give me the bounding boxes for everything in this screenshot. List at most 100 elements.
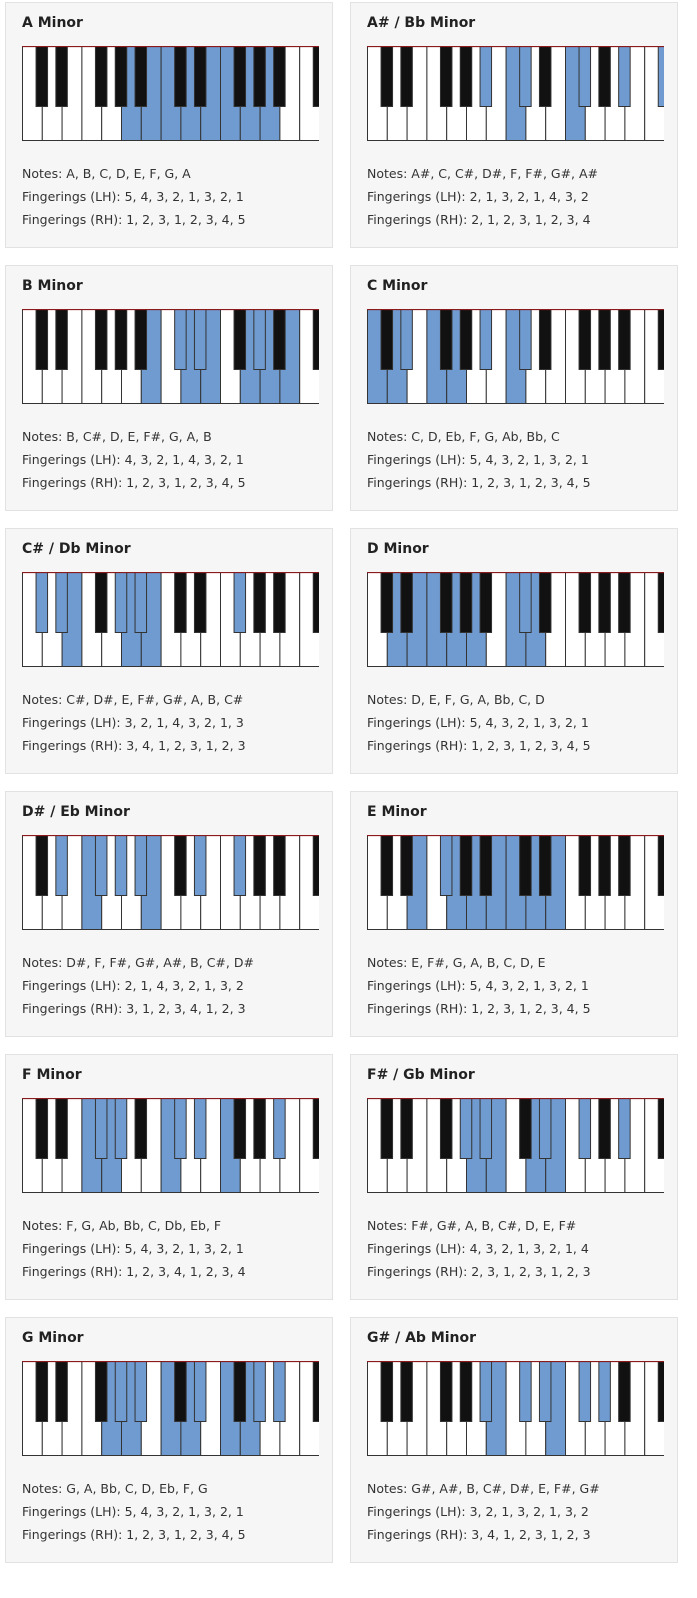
piano-keyboard (367, 309, 664, 404)
black-key (400, 1098, 413, 1159)
black-key (114, 46, 128, 107)
scale-lh-value: 3, 2, 1, 3, 2, 1, 3, 2 (469, 1504, 589, 1519)
black-key (400, 572, 413, 633)
piano-keyboard (367, 835, 664, 930)
piano-keyboard (22, 835, 319, 930)
scale-lh-line: Fingerings (LH): 4, 3, 2, 1, 4, 3, 2, 1 (22, 452, 244, 467)
black-key (312, 309, 319, 370)
scale-lh-line: Fingerings (LH): 4, 3, 2, 1, 3, 2, 1, 4 (367, 1241, 589, 1256)
black-key (598, 1098, 611, 1159)
black-key-highlighted (538, 1098, 552, 1159)
scale-lh-line: Fingerings (LH): 5, 4, 3, 2, 1, 3, 2, 1 (367, 715, 589, 730)
scale-lh-line: Fingerings (LH): 5, 4, 3, 2, 1, 3, 2, 1 (367, 452, 589, 467)
black-key-highlighted (578, 1361, 592, 1422)
scale-notes-line: Notes: E, F#, G, A, B, C, D, E (367, 955, 546, 970)
black-key-highlighted (114, 835, 128, 896)
scale-rh-label: Fingerings (RH): (367, 475, 472, 490)
scale-card: F Minor Notes: F, G, Ab, Bb, C, Db, Eb, F… (5, 1054, 333, 1300)
scale-title: G# / Ab Minor (367, 1330, 477, 1346)
scale-rh-label: Fingerings (RH): (367, 738, 472, 753)
scale-card: G Minor Notes: G, A, Bb, C, D, Eb, F, G Fi… (5, 1317, 333, 1563)
scale-lh-label: Fingerings (LH): (367, 1504, 470, 1519)
black-key (174, 572, 187, 633)
scale-notes-line: Notes: A, B, C, D, E, F, G, A (22, 166, 191, 181)
scale-rh-label: Fingerings (RH): (22, 1527, 127, 1542)
scale-rh-value: 1, 2, 3, 1, 2, 3, 4, 5 (126, 475, 246, 490)
black-key (618, 309, 631, 370)
scale-notes-value: F, G, Ab, Bb, C, Db, Eb, F (66, 1218, 222, 1233)
black-key-highlighted (55, 572, 68, 633)
scale-lh-line: Fingerings (LH): 5, 4, 3, 2, 1, 3, 2, 1 (367, 978, 589, 993)
black-key-highlighted (134, 572, 148, 633)
scale-rh-value: 1, 2, 3, 1, 2, 3, 4, 5 (126, 212, 246, 227)
scale-title: G Minor (22, 1330, 84, 1346)
black-key-highlighted (174, 1098, 187, 1159)
black-key (439, 572, 453, 633)
black-key (253, 1098, 266, 1159)
black-key (459, 572, 473, 633)
black-key (578, 309, 592, 370)
black-key-highlighted (618, 46, 631, 107)
scale-card: D Minor Notes: D, E, F, G, A, Bb, C, D Fin… (350, 528, 678, 774)
black-key (35, 1098, 49, 1159)
black-key (193, 46, 207, 107)
scale-lh-label: Fingerings (LH): (367, 1241, 470, 1256)
scale-rh-line: Fingerings (RH): 1, 2, 3, 1, 2, 3, 4, 5 (367, 475, 591, 490)
black-key (233, 46, 247, 107)
scale-lh-value: 2, 1, 3, 2, 1, 4, 3, 2 (469, 189, 589, 204)
scale-card: E Minor Notes: E, F#, G, A, B, C, D, E Fin… (350, 791, 678, 1037)
black-key (538, 835, 552, 896)
scale-notes-value: G#, A#, B, C#, D#, E, F#, G# (411, 1481, 600, 1496)
scale-title: A# / Bb Minor (367, 15, 476, 31)
scale-notes-label: Notes: (22, 1218, 67, 1233)
scale-title: A Minor (22, 15, 83, 31)
scale-lh-label: Fingerings (LH): (367, 715, 470, 730)
black-key (134, 1098, 148, 1159)
scale-notes-line: Notes: D, E, F, G, A, Bb, C, D (367, 692, 545, 707)
scale-notes-label: Notes: (22, 429, 67, 444)
black-key-highlighted (193, 309, 207, 370)
piano-keyboard (22, 1098, 319, 1193)
scale-rh-value: 2, 1, 2, 3, 1, 2, 3, 4 (471, 212, 591, 227)
scale-card: B Minor Notes: B, C#, D, E, F#, G, A, B Fi… (5, 265, 333, 511)
black-key (479, 835, 493, 896)
scale-notes-label: Notes: (22, 166, 67, 181)
black-key-highlighted (253, 1361, 266, 1422)
scale-notes-label: Notes: (367, 955, 412, 970)
piano-keyboard (367, 572, 664, 667)
scale-title: B Minor (22, 278, 83, 294)
black-key-highlighted (519, 309, 532, 370)
scale-notes-value: F#, G#, A, B, C#, D, E, F# (411, 1218, 577, 1233)
scale-notes-line: Notes: C, D, Eb, F, G, Ab, Bb, C (367, 429, 560, 444)
black-key-highlighted (233, 572, 247, 633)
black-key-highlighted (519, 572, 532, 633)
scale-notes-value: D, E, F, G, A, Bb, C, D (411, 692, 545, 707)
scale-lh-label: Fingerings (LH): (367, 189, 470, 204)
black-key (598, 835, 611, 896)
black-key-highlighted (134, 1361, 148, 1422)
black-key (459, 46, 473, 107)
scale-lh-line: Fingerings (LH): 5, 4, 3, 2, 1, 3, 2, 1 (22, 189, 244, 204)
black-key (538, 46, 552, 107)
scale-rh-value: 1, 2, 3, 1, 2, 3, 4, 5 (471, 738, 591, 753)
scale-card: C# / Db Minor Notes: C#, D#, E, F#, G#, A… (5, 528, 333, 774)
scale-title: F Minor (22, 1067, 82, 1083)
scale-lh-value: 3, 2, 1, 4, 3, 2, 1, 3 (124, 715, 244, 730)
black-key-highlighted (519, 46, 532, 107)
black-key (380, 309, 394, 370)
scale-title: D Minor (367, 541, 429, 557)
black-key (233, 1361, 247, 1422)
black-key (94, 1361, 108, 1422)
scale-notes-line: Notes: F#, G#, A, B, C#, D, E, F# (367, 1218, 576, 1233)
black-key-highlighted (193, 1361, 207, 1422)
scale-rh-line: Fingerings (RH): 1, 2, 3, 1, 2, 3, 4, 5 (22, 1527, 246, 1542)
scale-rh-line: Fingerings (RH): 1, 2, 3, 4, 1, 2, 3, 4 (22, 1264, 246, 1279)
scale-card: F# / Gb Minor Notes: F#, G#, A, B, C#, D,… (350, 1054, 678, 1300)
scale-rh-label: Fingerings (RH): (367, 1001, 472, 1016)
scale-notes-label: Notes: (22, 955, 67, 970)
scale-lh-label: Fingerings (LH): (22, 189, 125, 204)
black-key (35, 309, 49, 370)
scale-rh-value: 3, 4, 1, 2, 3, 1, 2, 3 (471, 1527, 591, 1542)
black-key (35, 835, 49, 896)
black-key (380, 1361, 394, 1422)
